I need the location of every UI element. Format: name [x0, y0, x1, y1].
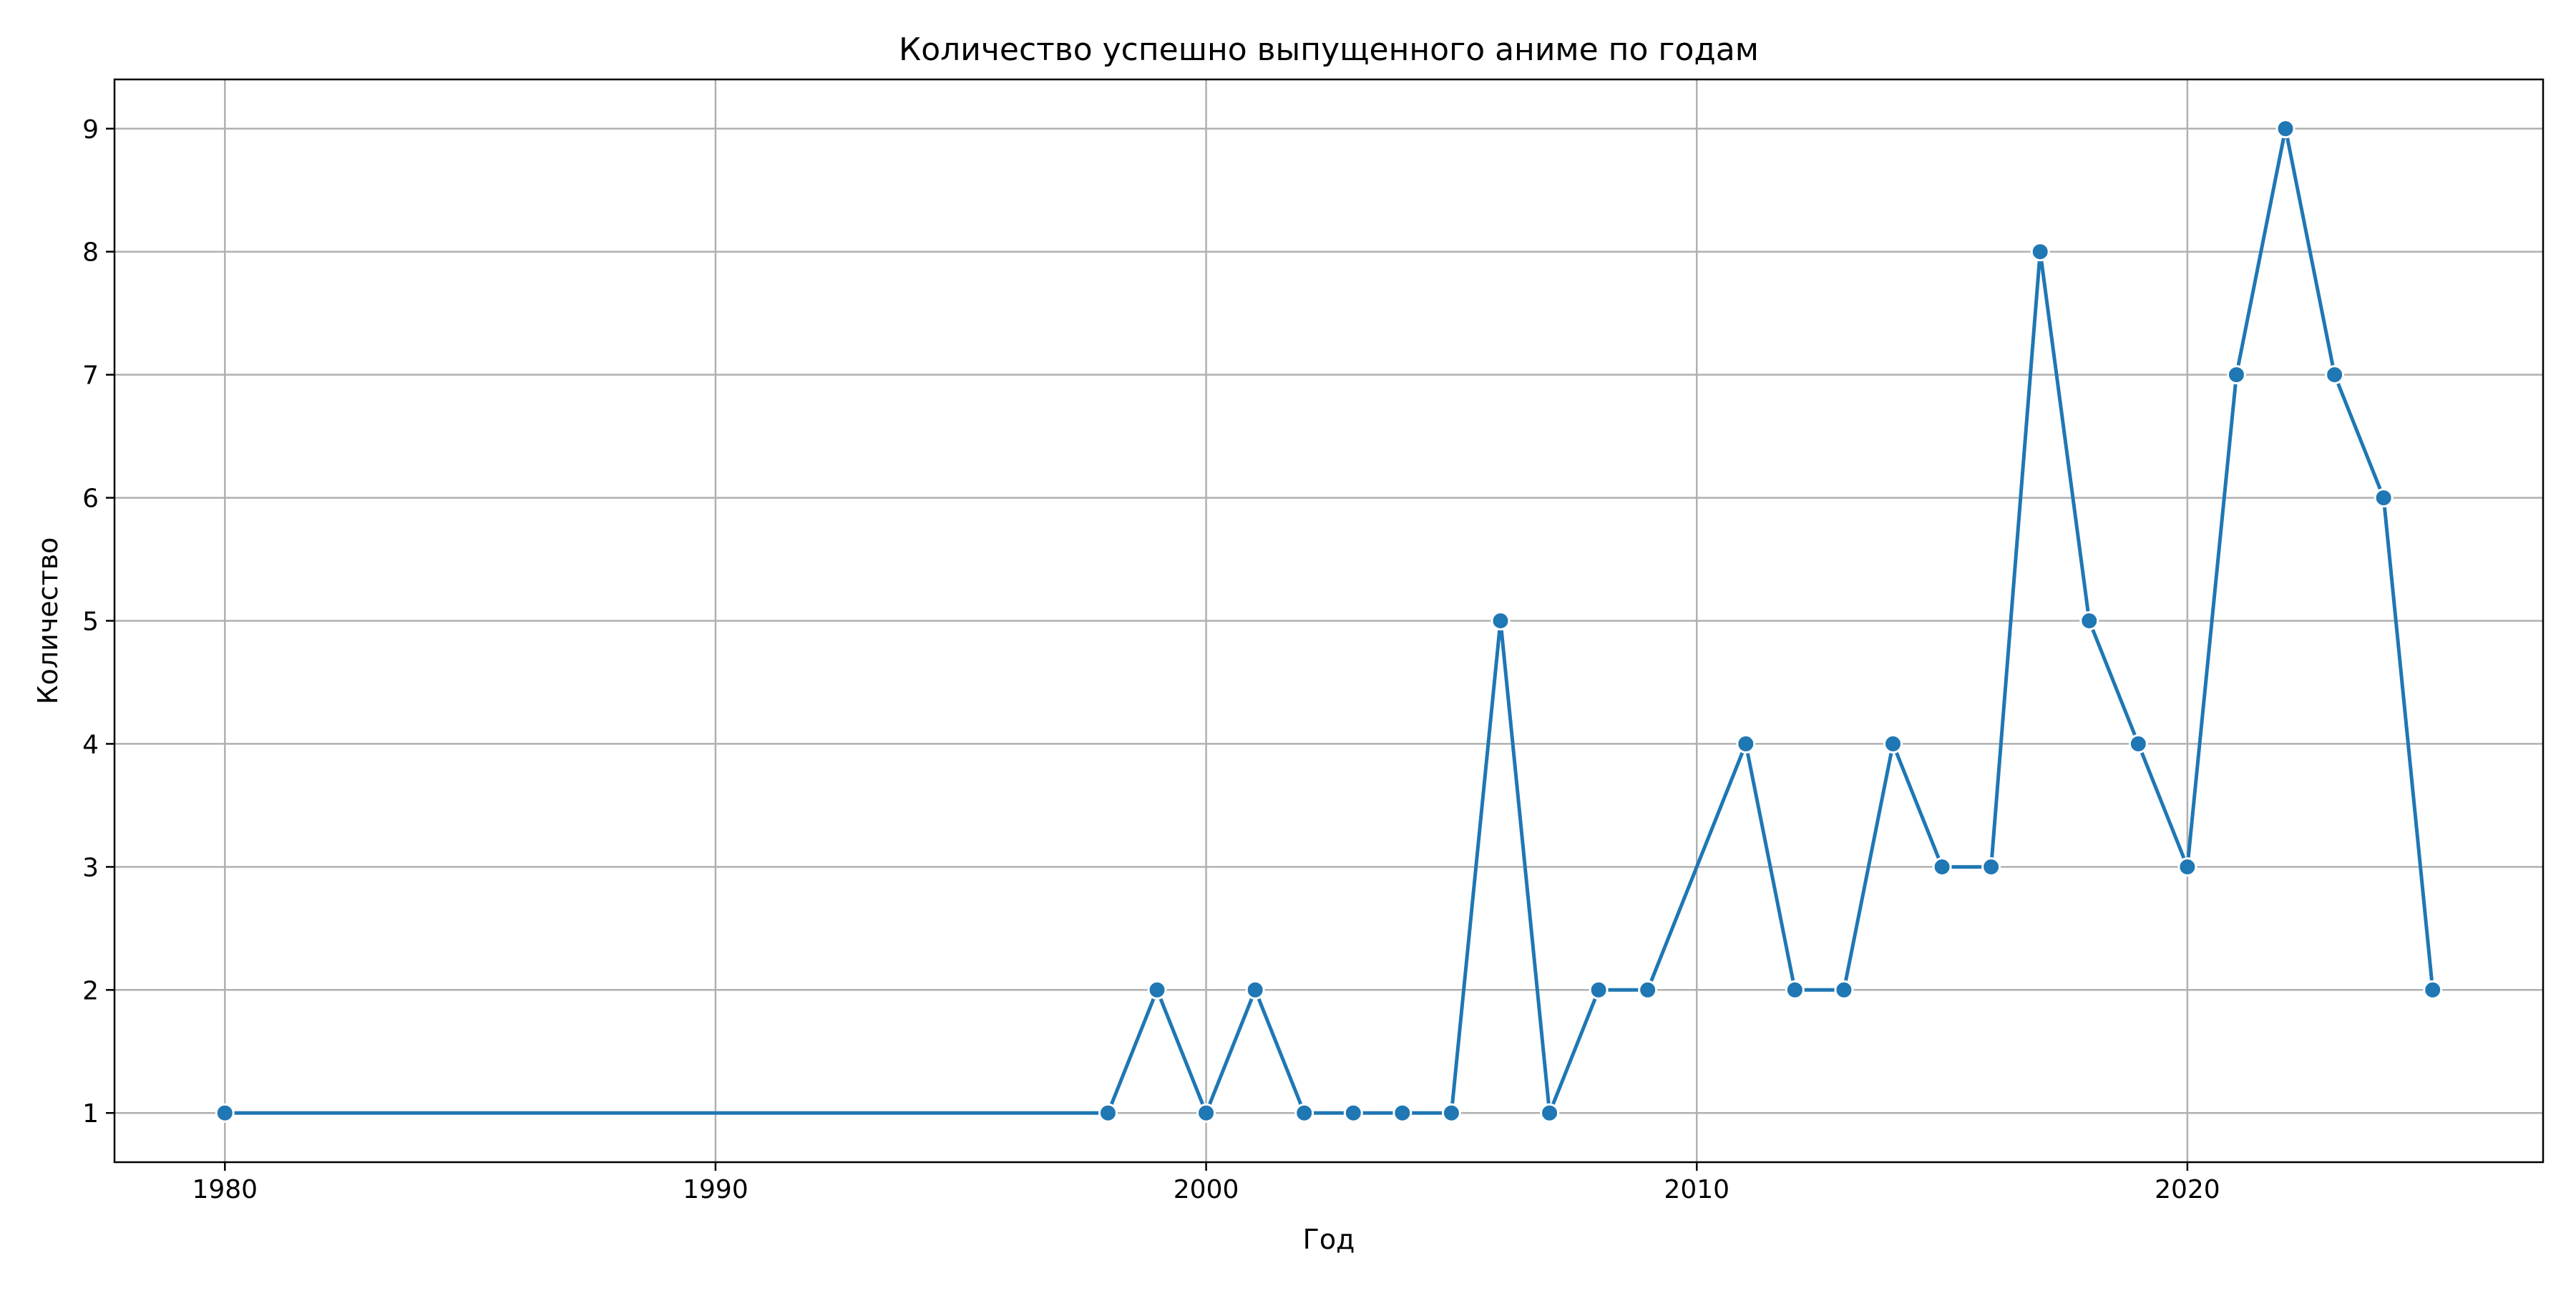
- data-point: [1196, 1103, 1216, 1123]
- data-point: [1638, 980, 1658, 1000]
- data-point: [1540, 1103, 1560, 1123]
- data-point: [1392, 1103, 1413, 1123]
- marker-layer: [215, 119, 2443, 1123]
- data-point: [1883, 734, 1903, 754]
- series-line: [223, 127, 2435, 1115]
- x-tick-label: 1980: [192, 1175, 258, 1204]
- y-tick-label: 2: [82, 976, 99, 1005]
- y-tick-label: 8: [82, 238, 99, 268]
- data-point: [2423, 980, 2443, 1000]
- data-point: [1441, 1103, 1461, 1123]
- data-point: [2030, 242, 2050, 262]
- data-point: [1294, 1103, 1314, 1123]
- data-point: [1932, 857, 1952, 877]
- data-point: [1736, 734, 1756, 754]
- y-tick-label: 6: [82, 484, 99, 514]
- data-point: [2128, 734, 2148, 754]
- data-point: [1098, 1103, 1118, 1123]
- data-point: [2177, 857, 2197, 877]
- y-tick-label: 1: [82, 1099, 99, 1129]
- x-tick-label: 2020: [2155, 1175, 2220, 1204]
- data-point: [1147, 980, 1167, 1000]
- y-tick-label: 7: [82, 361, 99, 391]
- y-tick-label: 3: [82, 853, 99, 882]
- y-tick-label: 5: [82, 608, 99, 637]
- x-tick-label: 2000: [1174, 1175, 1239, 1204]
- x-tick-label: 2010: [1664, 1175, 1729, 1204]
- data-point: [2226, 365, 2246, 385]
- data-point: [1589, 980, 1609, 1000]
- data-point: [215, 1103, 235, 1123]
- y-axis-label: Количество: [32, 537, 64, 705]
- data-point: [1491, 611, 1511, 630]
- data-point: [1785, 980, 1805, 1000]
- x-axis-label: Год: [1303, 1224, 1355, 1255]
- chart-title: Количество успешно выпущенного аниме по …: [899, 31, 1759, 68]
- data-point: [1834, 980, 1854, 1000]
- tick-layer: 1980 1990 2000 2010 2020 1 2 3 4 5 6 7 8 9: [82, 115, 2220, 1204]
- y-tick-label: 4: [82, 730, 99, 759]
- data-point: [2325, 365, 2345, 385]
- series-line-layer: [223, 127, 2435, 1115]
- data-point: [2275, 119, 2296, 139]
- data-point: [1343, 1103, 1363, 1123]
- x-tick-label: 1990: [683, 1175, 748, 1204]
- data-point: [2373, 488, 2394, 508]
- data-point: [2079, 611, 2099, 630]
- y-tick-label: 9: [82, 115, 99, 145]
- data-point: [1981, 857, 2001, 877]
- data-point: [1245, 980, 1265, 1000]
